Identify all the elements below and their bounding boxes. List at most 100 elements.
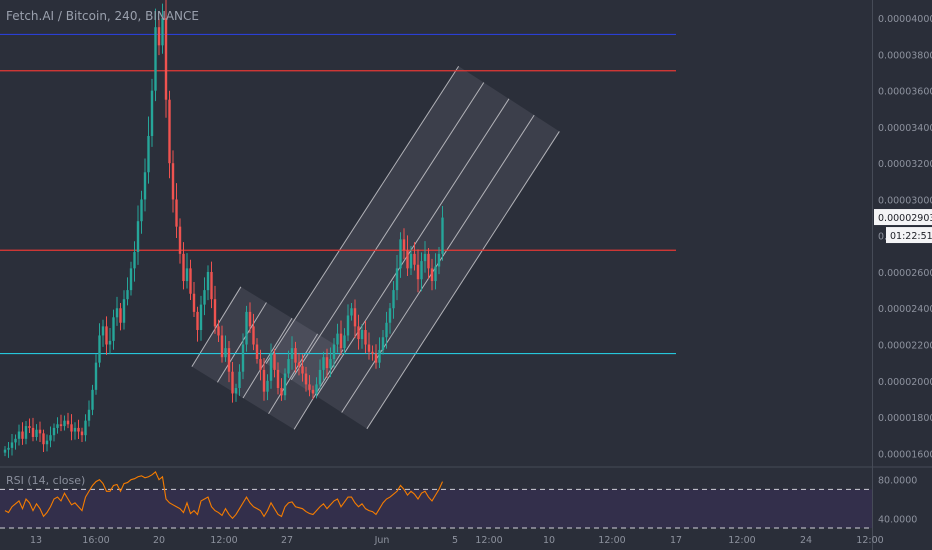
candle-body [231,371,234,394]
countdown-label: 01:22:51 [890,231,932,242]
candle-body [367,344,371,352]
candle-body [315,384,318,394]
candle-body [339,333,343,349]
candle-body [133,252,136,269]
y-tick-label: 0.00002400 [878,304,932,315]
candle-body [21,431,24,439]
candle-body [420,261,423,280]
candle-body [28,426,31,428]
candle-body [154,27,157,91]
candle-body [66,420,70,425]
candle-body [49,435,52,441]
rsi-band [0,489,872,528]
candle-body [24,426,28,439]
candle-body [77,427,80,432]
candle-body [10,442,14,448]
x-tick-label: 12:00 [856,535,883,546]
candle-body [427,253,430,269]
countdown-badge [886,227,932,244]
candle-body [304,373,308,385]
candle-body [210,271,213,300]
candle-body [238,371,241,389]
candle-body [392,290,395,309]
candle-body [269,353,273,381]
candle-body [259,359,262,370]
candle-body [283,373,287,396]
candle-body [423,253,427,262]
channel-line [366,131,560,430]
channel-line [293,349,344,430]
y-tick-label: 0.00004000 [878,14,932,25]
candle-body [409,253,413,269]
candle-body [346,315,350,336]
candle-body [395,268,399,291]
candle-body [56,424,59,428]
candle-body [322,357,325,370]
rsi-label: RSI (14, close) [6,474,86,487]
candle-body [241,344,245,372]
candle-body [175,199,178,227]
candle-body [182,253,185,282]
channel-line [290,82,485,381]
candle-body [388,308,392,323]
candle-body [374,353,378,363]
candle-body [126,290,129,300]
y-tick-label: 0.00003400 [878,123,932,134]
x-tick-label: 10 [543,535,555,546]
candle-body [70,424,73,432]
candle-body [220,335,224,358]
candle-body [413,253,416,265]
x-tick-label: 12:00 [728,535,755,546]
candle-body [42,433,45,445]
candle-body [213,299,217,327]
time-axis[interactable] [0,530,873,550]
candle-body [143,172,147,200]
last-price-badge [874,209,932,226]
last-price-label: 0.00002903 [878,213,932,224]
channel-line [268,333,318,414]
candle-body [262,369,266,392]
candle-body [360,330,364,340]
candle-body [38,429,42,434]
price-pane[interactable] [0,0,872,466]
candle-body [192,293,196,312]
candle-body [59,424,63,427]
x-tick-label: 24 [800,535,812,546]
rsi-line [4,471,444,520]
candle-body [199,304,203,331]
candle-body [252,326,255,345]
candle-body [255,344,259,360]
y-tick-label: 0.00001800 [878,413,932,424]
candle-body [157,27,161,46]
y-tick-label: 0.00002000 [878,377,932,388]
y-tick-label: 0.00003800 [878,50,932,61]
x-tick-label: Jun [374,535,390,546]
candle-body [399,239,402,269]
candle-body [357,326,360,340]
candle-body [168,99,171,164]
candle-body [325,357,329,369]
candle-body [206,271,210,291]
price-axis[interactable] [873,0,932,550]
candle-body [122,299,126,323]
candle-body [87,409,91,421]
candle-body [280,388,283,396]
candle-body [343,335,346,349]
candle-body [378,349,381,363]
candle-body [437,253,441,267]
x-tick-label: 12:00 [598,535,625,546]
candle-body [287,359,290,374]
candle-body [52,427,56,436]
channel-line [217,302,267,383]
candle-body [430,268,434,282]
candle-body [45,440,49,445]
candle-body [105,326,108,345]
candle-body [416,264,420,280]
rsi-tick-label: 40.0000 [878,514,917,525]
channel-line [242,317,293,399]
candle-body [371,351,374,354]
candle-body [364,330,367,345]
candle-body [290,348,294,360]
